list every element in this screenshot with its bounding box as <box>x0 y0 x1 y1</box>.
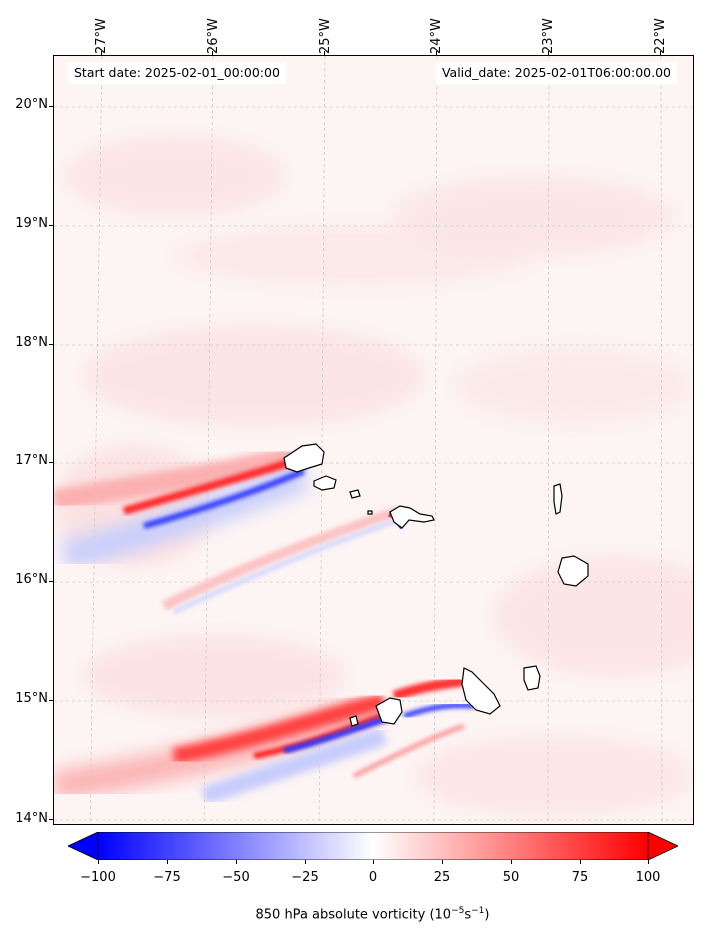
colorbar-tick <box>373 860 374 864</box>
lon-tick <box>660 51 661 55</box>
colorbar-title-exp1: −5 <box>451 906 465 916</box>
colorbar <box>68 832 678 860</box>
lat-tick <box>49 700 53 701</box>
colorbar-title-end: ) <box>484 907 490 923</box>
lat-tick <box>49 106 53 107</box>
lon-tick <box>101 51 102 55</box>
colorbar-max-extend <box>647 832 678 860</box>
lon-label-22w: 22°W <box>653 18 668 54</box>
lon-label-24w: 24°W <box>429 18 444 54</box>
colorbar-tick <box>305 860 306 864</box>
colorbar-tick <box>580 860 581 864</box>
lat-tick <box>49 225 53 226</box>
start-date-label: Start date: 2025-02-01_00:00:00 <box>68 62 286 84</box>
colorbar-label-minus50: −50 <box>222 870 250 885</box>
lon-tick <box>212 51 213 55</box>
colorbar-label-minus25: −25 <box>291 870 319 885</box>
lon-tick <box>548 51 549 55</box>
colorbar-title-exp2: −1 <box>471 906 485 916</box>
colorbar-tick <box>648 860 649 864</box>
colorbar-tick <box>98 860 99 864</box>
colorbar-label-minus75: −75 <box>153 870 181 885</box>
lat-tick <box>49 344 53 345</box>
colorbar-label-0: 0 <box>368 870 378 885</box>
lat-label-17n: 17°N <box>15 453 48 468</box>
colorbar-label-minus100: −100 <box>80 870 116 885</box>
lat-label-16n: 16°N <box>15 572 48 587</box>
colorbar-tick <box>442 860 443 864</box>
colorbar-label-25: 25 <box>433 870 451 885</box>
valid-date-label: Valid_date: 2025-02-01T06:00:00.00 <box>435 62 677 84</box>
island-coastlines <box>283 443 589 727</box>
lat-tick <box>49 462 53 463</box>
vorticity-map <box>53 55 694 825</box>
northern-wake-streaks <box>54 445 405 615</box>
lon-label-27w: 27°W <box>94 18 109 54</box>
map-canvas <box>54 56 693 824</box>
lat-tick <box>49 581 53 582</box>
colorbar-gradient <box>97 832 649 860</box>
colorbar-label-100: 100 <box>635 870 661 885</box>
colorbar-title: 850 hPa absolute vorticity (10−5s−1) <box>0 906 703 922</box>
background-vorticity-field <box>54 136 693 816</box>
lon-label-25w: 25°W <box>318 18 333 54</box>
lon-label-26w: 26°W <box>206 18 221 54</box>
colorbar-tick <box>167 860 168 864</box>
lon-tick <box>436 51 437 55</box>
colorbar-title-main: 850 hPa absolute vorticity (10 <box>255 907 452 923</box>
colorbar-tick <box>511 860 512 864</box>
lat-label-20n: 20°N <box>15 97 48 112</box>
colorbar-tick <box>236 860 237 864</box>
colorbar-label-50: 50 <box>502 870 520 885</box>
colorbar-min-extend <box>68 832 99 860</box>
lat-tick <box>49 819 53 820</box>
colorbar-label-75: 75 <box>571 870 589 885</box>
gridlines <box>54 56 693 824</box>
lat-label-18n: 18°N <box>15 335 48 350</box>
lat-label-15n: 15°N <box>15 691 48 706</box>
lon-tick <box>324 51 325 55</box>
lon-label-23w: 23°W <box>541 18 556 54</box>
lat-label-19n: 19°N <box>15 216 48 231</box>
lat-label-14n: 14°N <box>15 811 48 826</box>
colorbar-title-mid: s <box>464 907 472 923</box>
